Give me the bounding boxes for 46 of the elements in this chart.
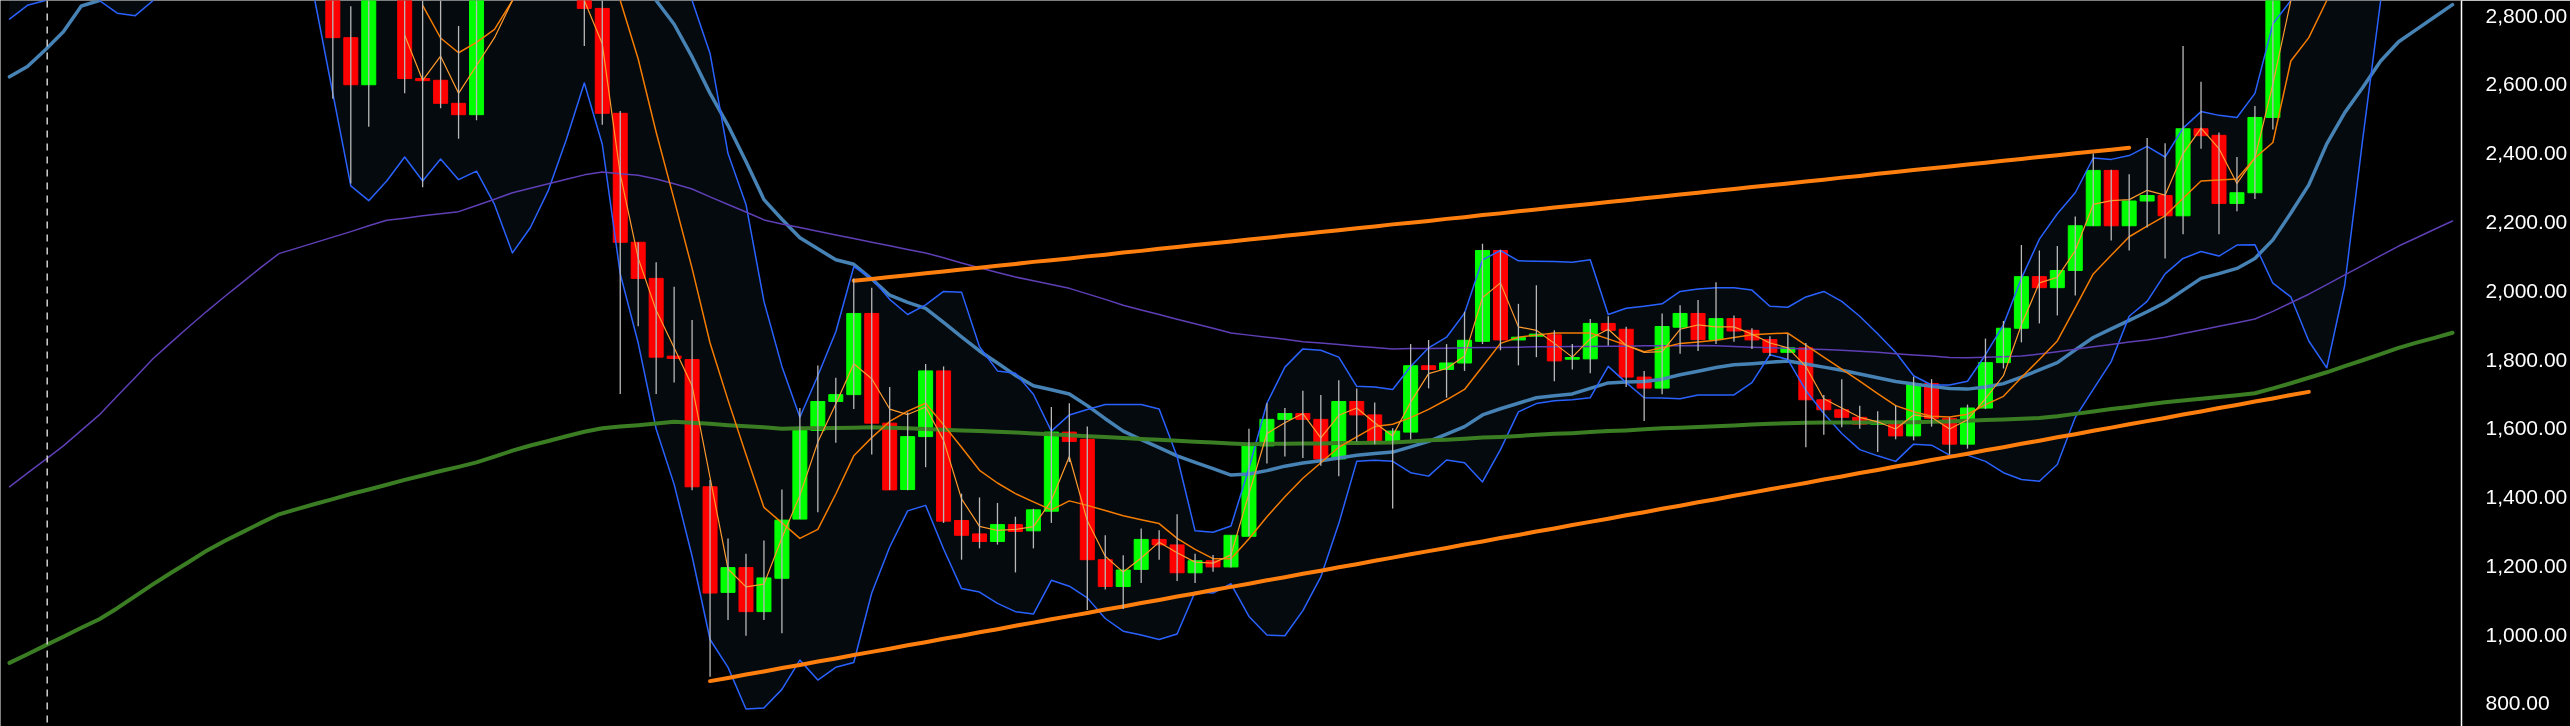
- y-tick-label: 2,000.00: [2485, 278, 2568, 302]
- y-tick-label: 2,200.00: [2485, 209, 2568, 233]
- candlestick: [343, 5, 359, 185]
- candlestick: [1421, 339, 1437, 390]
- candlestick: [720, 537, 736, 621]
- candlestick: [1672, 304, 1688, 355]
- candlestick: [666, 285, 682, 384]
- y-tick-label: 1,200.00: [2485, 553, 2568, 577]
- candlestick: [1115, 554, 1131, 610]
- candlestick: [2121, 173, 2137, 252]
- candlestick: [1097, 534, 1113, 591]
- candlestick: [1600, 315, 1616, 347]
- candlestick: [2139, 137, 2155, 229]
- y-tick-label: 2,800.00: [2485, 3, 2568, 27]
- candlestick: [756, 539, 772, 621]
- line-series: [691, 0, 2292, 533]
- candlestick: [900, 411, 916, 491]
- line-series: [708, 389, 2311, 684]
- candlestick: [864, 287, 880, 456]
- candlestick: [792, 407, 808, 520]
- line-series: [8, 171, 2454, 488]
- y-tick-label: 2,600.00: [2485, 72, 2568, 96]
- y-tick-label: 1,400.00: [2485, 485, 2568, 509]
- y-tick-label: 1,800.00: [2485, 347, 2568, 371]
- candlestick: [1564, 343, 1580, 371]
- candlestick: [397, 0, 413, 95]
- candlestick: [361, 0, 377, 128]
- candlestick: [1492, 249, 1508, 351]
- candlestick: [738, 553, 754, 637]
- candlestick: [702, 479, 718, 678]
- y-tick-label: 800.00: [2485, 691, 2550, 715]
- candlestick: [451, 25, 467, 140]
- candlestick: [325, 0, 341, 100]
- candlestick: [2229, 156, 2245, 212]
- y-tick-label: 1,000.00: [2485, 622, 2568, 646]
- line-series: [851, 145, 2132, 283]
- candlestick: [846, 277, 862, 410]
- line-series: [7, 330, 2455, 665]
- candlestick: [1277, 407, 1293, 458]
- y-tick-label: 1,600.00: [2485, 416, 2568, 440]
- candlestick: [433, 0, 449, 109]
- candlestick: [2103, 169, 2119, 242]
- y-tick-label: 2,400.00: [2485, 141, 2568, 165]
- candlestick: [972, 496, 988, 549]
- candlestick: [954, 493, 970, 561]
- candlestick: [1834, 378, 1850, 428]
